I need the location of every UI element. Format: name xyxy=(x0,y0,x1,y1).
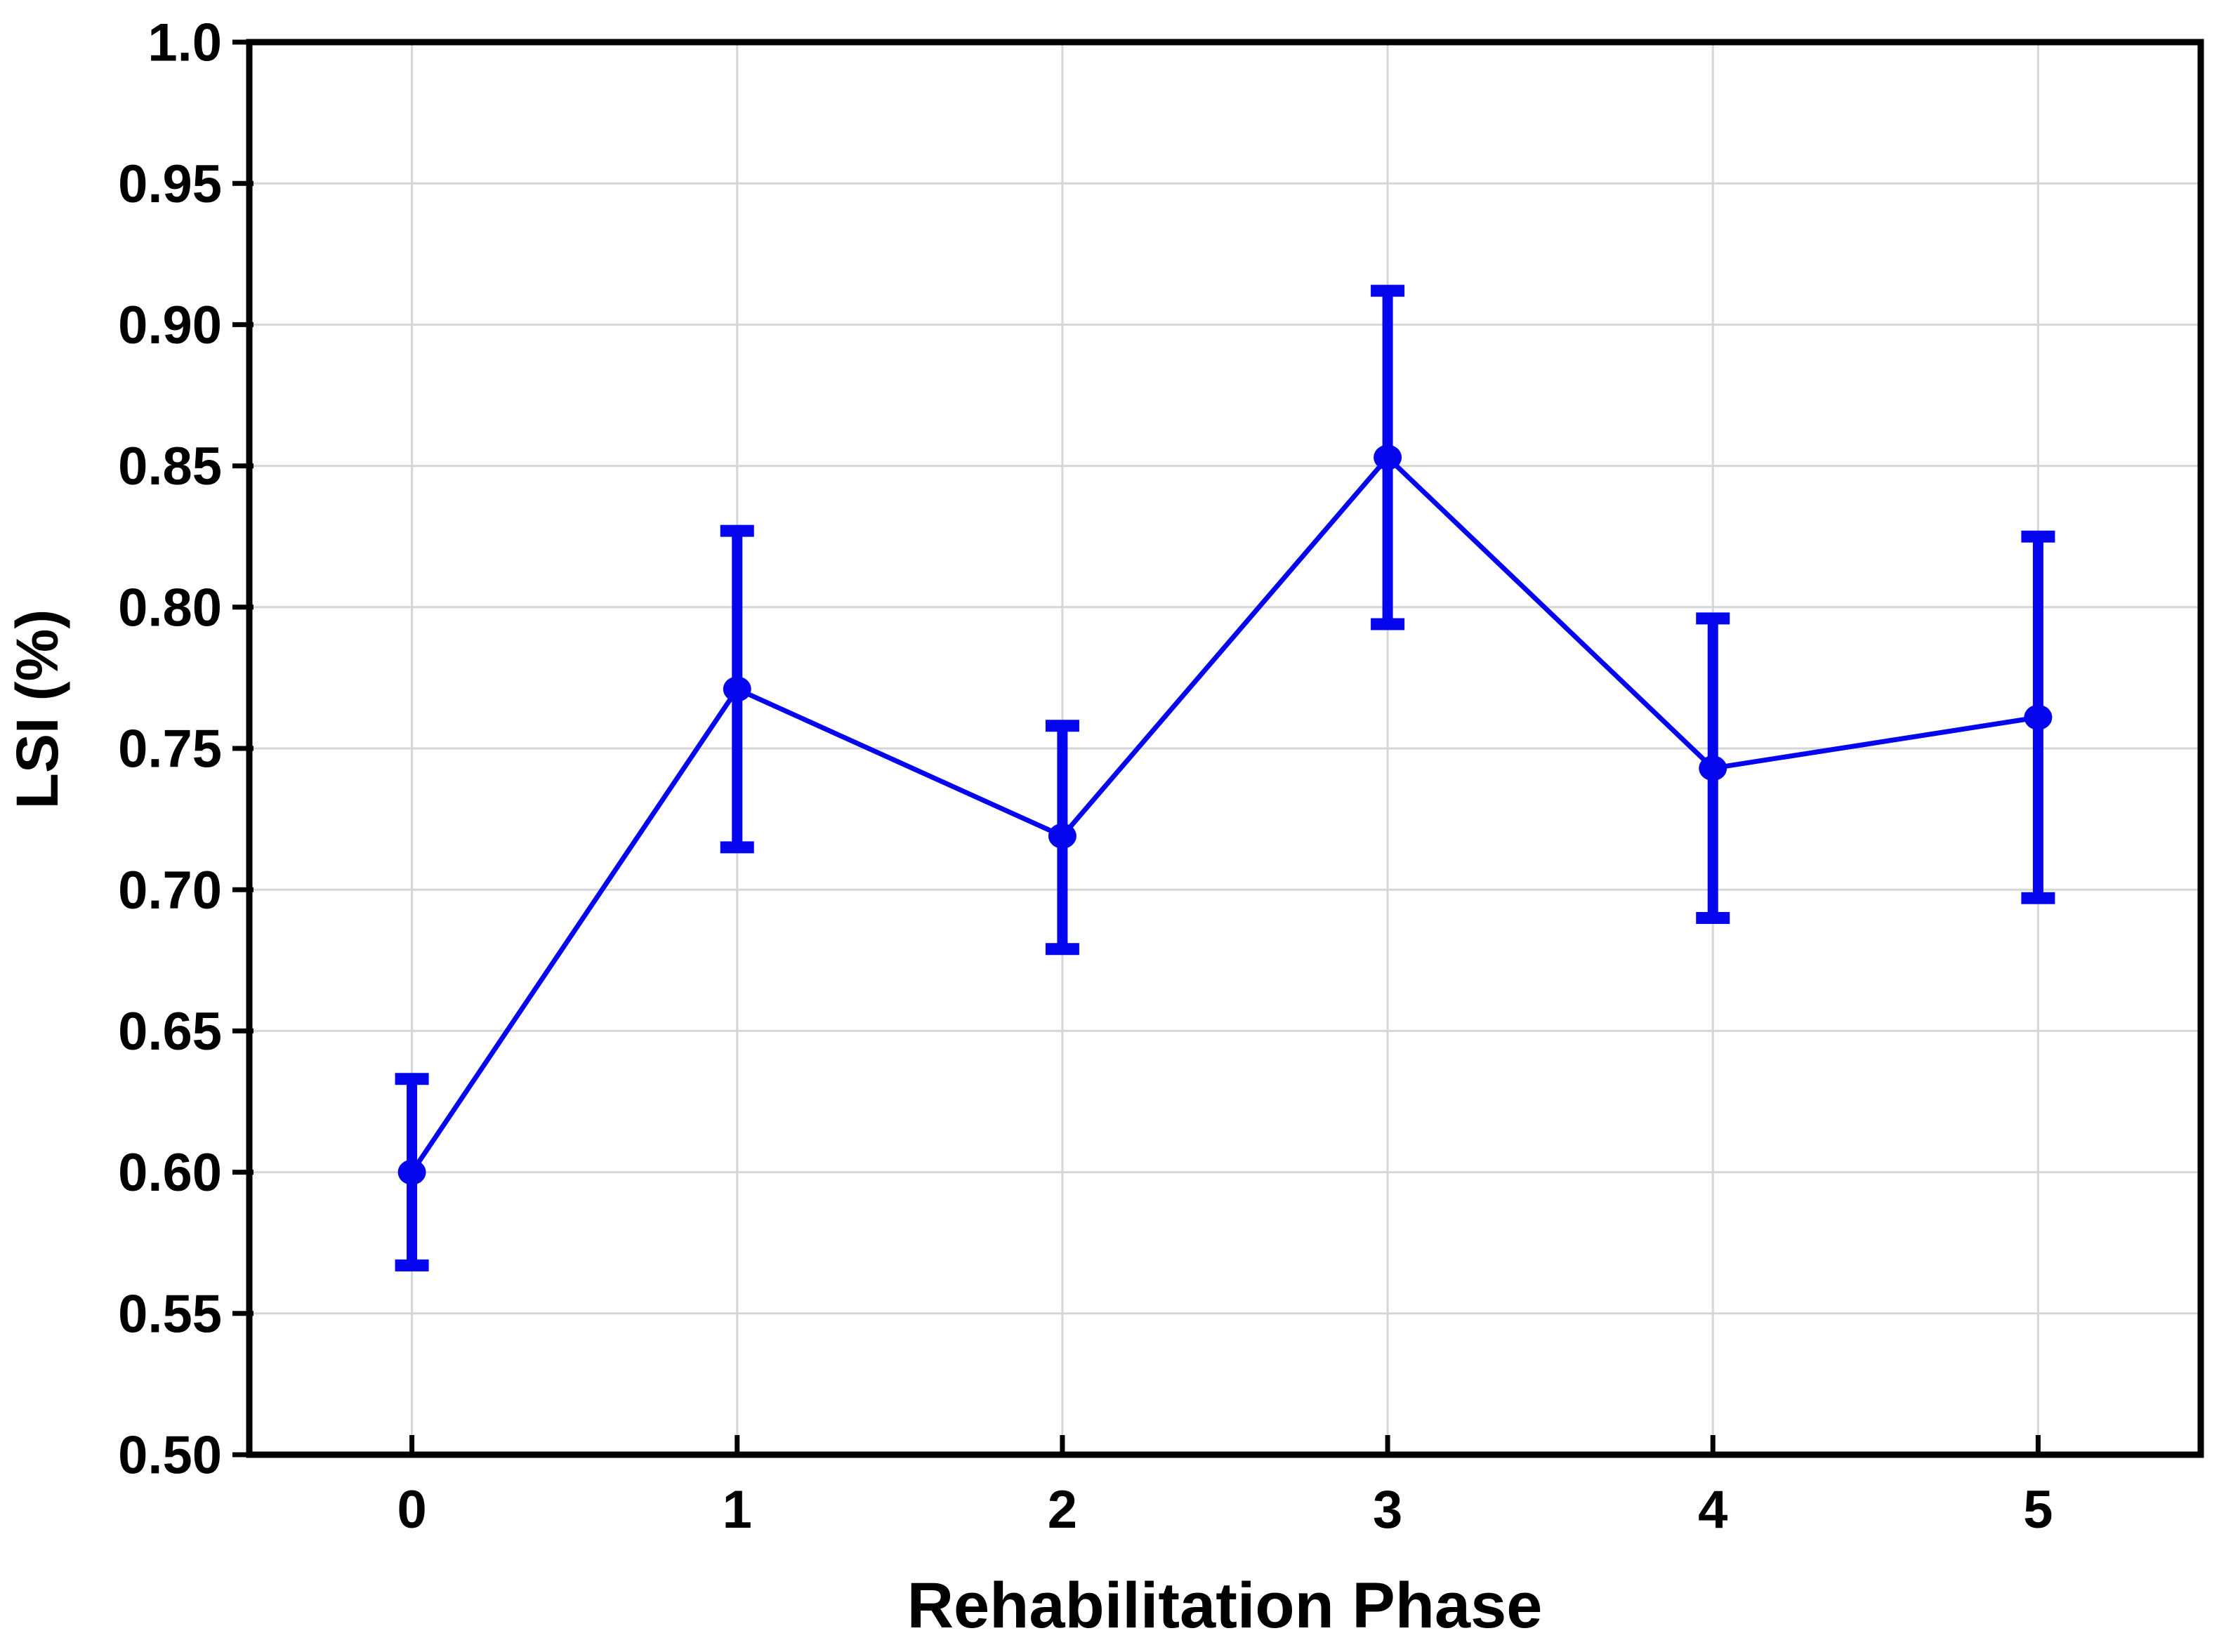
x-tick-label: 0 xyxy=(397,1480,426,1540)
data-point-marker xyxy=(1048,823,1076,849)
data-point-marker xyxy=(723,676,751,702)
y-tick-label: 0.55 xyxy=(118,1284,222,1344)
data-point-marker xyxy=(1699,755,1727,781)
x-tick-label: 1 xyxy=(723,1480,752,1540)
y-tick-label: 0.75 xyxy=(118,720,222,779)
y-tick-label: 0.80 xyxy=(118,578,222,637)
y-tick-label: 0.90 xyxy=(118,296,222,355)
y-tick-label: 1.0 xyxy=(147,13,222,73)
data-series xyxy=(395,284,2055,1271)
y-tick-label: 0.60 xyxy=(118,1143,222,1203)
y-tick-label: 0.85 xyxy=(118,437,222,496)
x-tick-label: 2 xyxy=(1048,1480,1077,1540)
series-line xyxy=(409,454,2039,1174)
x-tick-label: 5 xyxy=(2023,1480,2053,1540)
y-tick-label: 0.65 xyxy=(118,1002,222,1062)
y-tick-label: 0.50 xyxy=(118,1426,222,1486)
y-tick-label: 0.95 xyxy=(118,154,222,214)
gridlines xyxy=(249,42,2201,1455)
x-tick-label: 3 xyxy=(1373,1480,1402,1540)
y-axis-title: LSI (%) xyxy=(4,609,70,810)
y-tick-label: 0.70 xyxy=(118,861,222,920)
data-point-marker xyxy=(397,1159,426,1185)
x-axis-title: Rehabilitation Phase xyxy=(907,1570,1543,1641)
x-tick-label: 4 xyxy=(1698,1480,1727,1540)
axis-tick-labels: 1.0 0.95 0.90 0.85 0.80 0.75 0.70 0.65 0.60 0.55 0… xyxy=(118,13,2053,1540)
data-point-marker xyxy=(1374,444,1402,470)
data-point-marker xyxy=(2024,704,2053,730)
axis-ticks xyxy=(232,39,2041,1458)
